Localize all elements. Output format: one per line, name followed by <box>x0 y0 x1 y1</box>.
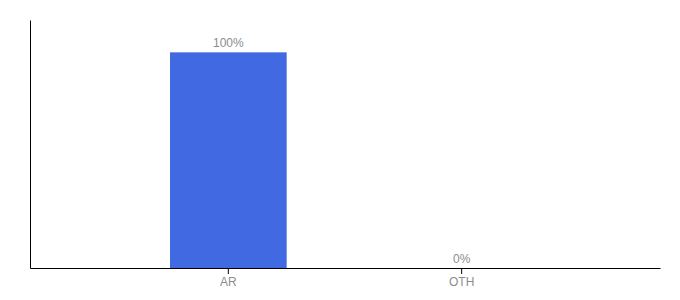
plot: AR OTH <box>31 21 661 289</box>
x-tick-label: OTH <box>449 275 474 289</box>
x-tick-mark <box>461 268 462 274</box>
x-tick: OTH <box>449 268 474 289</box>
x-axis: AR OTH <box>31 268 661 289</box>
bar <box>403 268 520 269</box>
bars <box>170 52 287 268</box>
y-axis <box>30 21 31 269</box>
x-tick: AR <box>220 268 237 289</box>
x-axis-line <box>31 268 661 269</box>
data-label: 0% <box>453 252 471 266</box>
data-labels: 100% 0% <box>213 36 471 266</box>
x-tick-mark <box>228 268 229 274</box>
chart: AR OTH 100% 0% <box>0 0 680 300</box>
data-label: 100% <box>213 36 244 50</box>
y-axis-line <box>30 21 31 269</box>
bar <box>170 52 287 268</box>
x-tick-label: AR <box>220 275 237 289</box>
